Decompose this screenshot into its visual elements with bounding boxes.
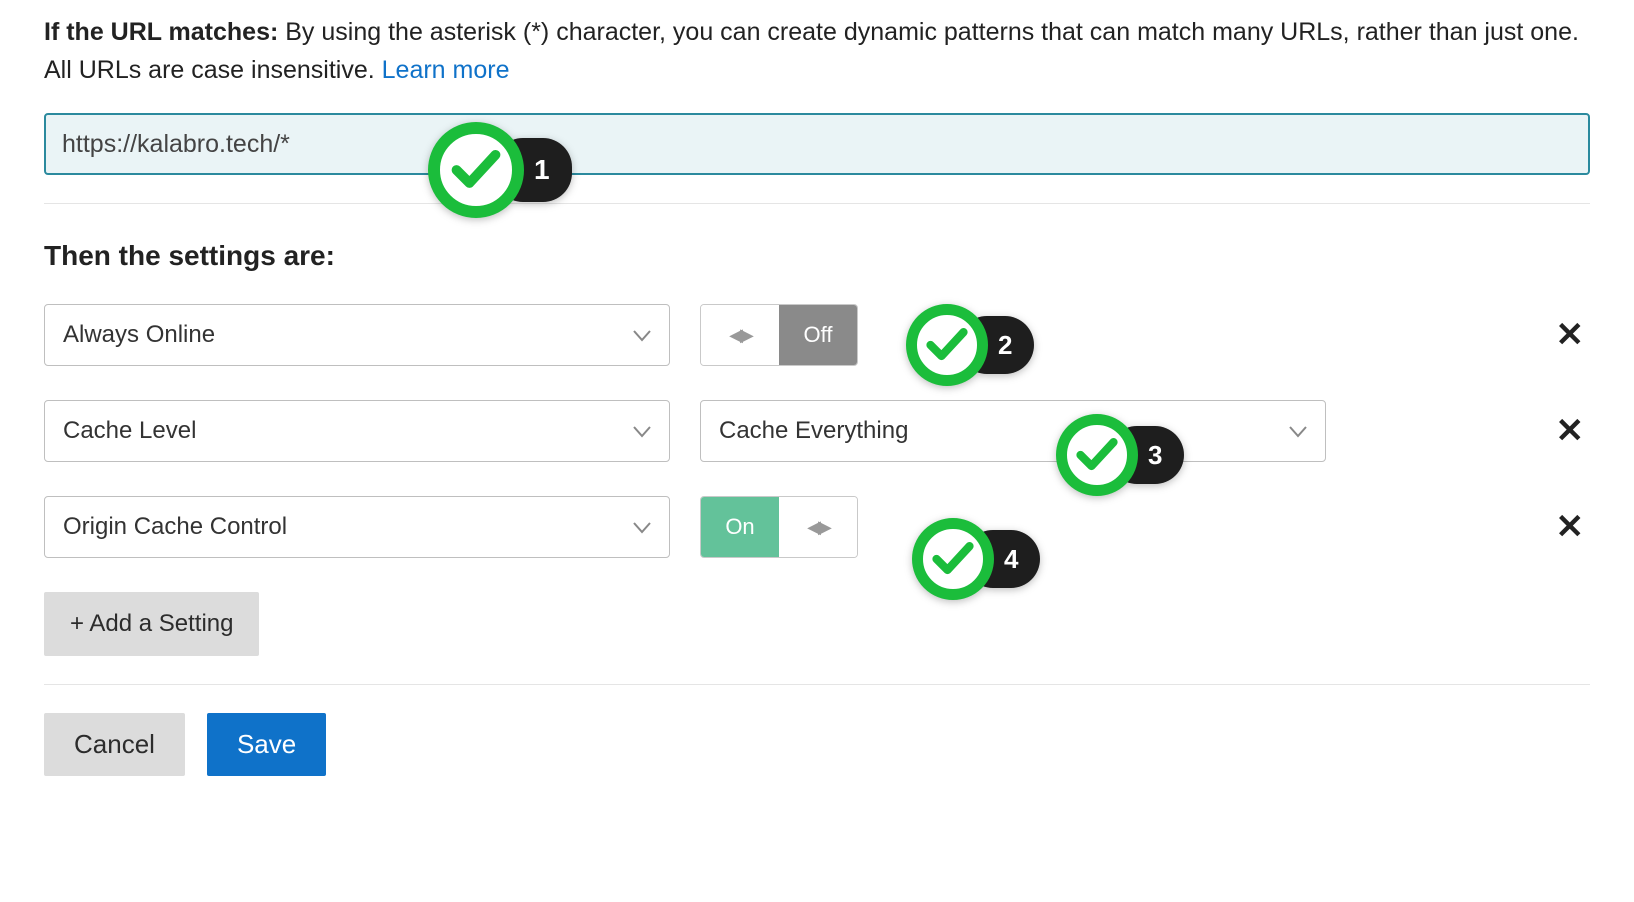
remove-setting-button[interactable]: ✕ [1530, 507, 1590, 547]
setting-name-label: Cache Level [63, 417, 196, 445]
setting-row: Always Online ◀▶ Off ✕ [44, 304, 1590, 366]
add-setting-button[interactable]: + Add a Setting [44, 592, 259, 656]
annotation-badge-1: 1 [428, 122, 572, 218]
setting-row: Origin Cache Control On ◀▶ ✕ [44, 496, 1590, 558]
save-button[interactable]: Save [207, 713, 326, 776]
setting-row: Cache Level Cache Everything ✕ [44, 400, 1590, 462]
toggle-arrows-icon: ◀▶ [701, 305, 779, 365]
always-online-toggle[interactable]: ◀▶ Off [700, 304, 858, 366]
chevron-down-icon [633, 513, 651, 541]
toggle-state-label: Off [779, 305, 857, 365]
annotation-badge-4: 4 [912, 518, 1040, 600]
chevron-down-icon [1289, 417, 1307, 445]
checkmark-icon [428, 122, 524, 218]
divider [44, 203, 1590, 204]
url-match-description: If the URL matches: By using the asteris… [44, 14, 1590, 89]
setting-name-select[interactable]: Origin Cache Control [44, 496, 670, 558]
toggle-arrows-icon: ◀▶ [779, 497, 857, 557]
checkmark-icon [1056, 414, 1138, 496]
annotation-badge-2: 2 [906, 304, 1034, 386]
chevron-down-icon [633, 321, 651, 349]
origin-cache-control-toggle[interactable]: On ◀▶ [700, 496, 858, 558]
setting-name-select[interactable]: Always Online [44, 304, 670, 366]
setting-name-label: Origin Cache Control [63, 513, 287, 541]
chevron-down-icon [633, 417, 651, 445]
setting-name-label: Always Online [63, 321, 215, 349]
cache-level-value-select[interactable]: Cache Everything [700, 400, 1326, 462]
cancel-button[interactable]: Cancel [44, 713, 185, 776]
cache-level-value-label: Cache Everything [719, 417, 908, 445]
annotation-badge-3: 3 [1056, 414, 1184, 496]
learn-more-link[interactable]: Learn more [382, 56, 510, 84]
url-match-label: If the URL matches: [44, 18, 278, 46]
checkmark-icon [912, 518, 994, 600]
remove-setting-button[interactable]: ✕ [1530, 411, 1590, 451]
toggle-state-label: On [701, 497, 779, 557]
setting-name-select[interactable]: Cache Level [44, 400, 670, 462]
settings-section-title: Then the settings are: [44, 240, 1590, 272]
checkmark-icon [906, 304, 988, 386]
divider [44, 684, 1590, 685]
remove-setting-button[interactable]: ✕ [1530, 315, 1590, 355]
url-pattern-input[interactable] [44, 113, 1590, 175]
